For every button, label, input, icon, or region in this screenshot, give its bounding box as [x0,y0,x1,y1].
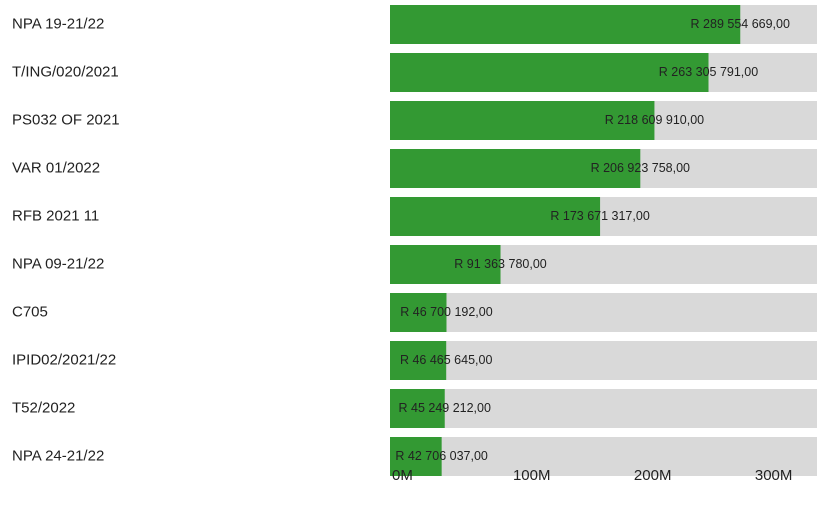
category-label: VAR 01/2022 [12,159,100,176]
value-label: R 289 554 669,00 [691,17,790,31]
bar [390,341,447,380]
category-label: NPA 19-21/22 [12,15,104,32]
x-tick-label: 200M [634,467,672,484]
bar [390,101,655,140]
category-label: T/ING/020/2021 [12,63,119,80]
x-tick-label: 0M [392,467,413,484]
category-label: NPA 24-21/22 [12,447,104,464]
bar [390,293,447,332]
value-label: R 173 671 317,00 [550,209,649,223]
value-label: R 42 706 037,00 [395,449,487,463]
bar-track [390,293,817,332]
bar [390,53,709,92]
value-label: R 45 249 212,00 [399,401,491,415]
category-label: NPA 09-21/22 [12,255,104,272]
bar [390,5,741,44]
value-label: R 206 923 758,00 [591,161,690,175]
bar [390,197,601,236]
bar [390,437,442,476]
value-label: R 46 700 192,00 [400,305,492,319]
bar-track [390,341,817,380]
value-label: R 46 465 645,00 [400,353,492,367]
category-label: T52/2022 [12,399,75,416]
bar-track [390,437,817,476]
bar [390,245,501,284]
bar [390,149,641,188]
bar [390,389,445,428]
x-tick-label: 100M [513,467,551,484]
x-tick-label: 300M [755,467,793,484]
value-label: R 91 363 780,00 [454,257,546,271]
category-label: IPID02/2021/22 [12,351,116,368]
category-label: RFB 2021 11 [12,207,99,224]
category-label: PS032 OF 2021 [12,111,120,128]
value-label: R 263 305 791,00 [659,65,758,79]
value-label: R 218 609 910,00 [605,113,704,127]
category-label: C705 [12,303,48,320]
bar-track [390,389,817,428]
